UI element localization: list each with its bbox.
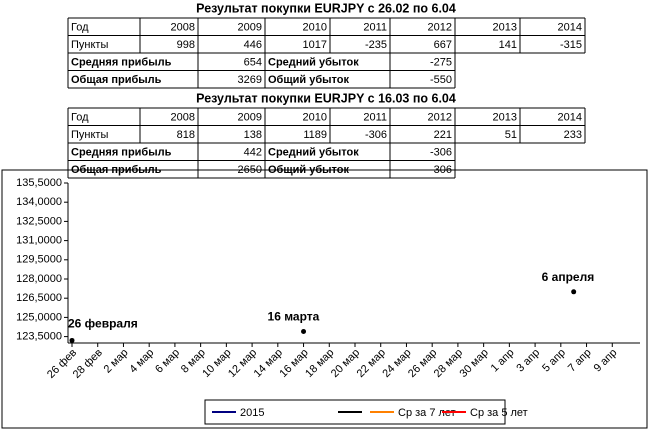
- table-cell: 1017: [303, 39, 327, 51]
- table-cell: -315: [560, 39, 582, 51]
- annotation-point: [301, 328, 307, 334]
- table-cell: 51: [505, 129, 517, 141]
- y-tick-label: 125,0000: [16, 311, 62, 323]
- table-cell: Общая прибыль: [71, 74, 162, 86]
- table-cell: 2011: [363, 112, 387, 124]
- y-tick-label: 132,5000: [16, 215, 62, 227]
- table-cell: 3269: [238, 74, 262, 86]
- table-cell: Средний убыток: [268, 147, 359, 159]
- y-tick-label: 123,5000: [16, 331, 62, 343]
- table-cell: 2650: [238, 164, 262, 176]
- annotation: 26 февраля: [68, 317, 138, 331]
- table-cell: Пункты: [71, 129, 108, 141]
- table-cell: Средний убыток: [268, 57, 359, 69]
- y-tick-label: 126,5000: [16, 292, 62, 304]
- annotation: 16 марта: [268, 310, 320, 324]
- table-cell: Средняя прибыль: [71, 147, 172, 159]
- table-cell: 446: [244, 39, 262, 51]
- table-cell: 221: [434, 129, 452, 141]
- table-cell: 654: [244, 57, 262, 69]
- legend-label: Ср за 7 лет: [398, 407, 456, 419]
- annotation: 6 апреля: [542, 270, 595, 284]
- chart-frame: [1, 169, 648, 429]
- table-cell: 2009: [238, 112, 262, 124]
- table-cell: 998: [177, 39, 195, 51]
- table-cell: 233: [564, 129, 582, 141]
- y-tick-label: 131,0000: [16, 235, 62, 247]
- table-cell: 2012: [428, 22, 452, 34]
- table-title: Результат покупки EURJPY с 26.02 по 6.04: [196, 1, 456, 15]
- table-cell: -550: [430, 74, 452, 86]
- legend-label: 2015: [240, 407, 264, 419]
- table-cell: Общий убыток: [268, 164, 349, 176]
- table-cell: 818: [177, 129, 195, 141]
- table-title: Результат покупки EURJPY с 16.03 по 6.04: [196, 91, 456, 105]
- y-tick-label: 135,5000: [16, 177, 62, 189]
- table-cell: 138: [244, 129, 262, 141]
- table-cell: -306: [430, 164, 452, 176]
- table-cell: Общий убыток: [268, 74, 349, 86]
- table-cell: Год: [71, 22, 89, 34]
- table-cell: 1189: [303, 129, 327, 141]
- table-cell: -275: [430, 57, 452, 69]
- table-cell: 2010: [303, 22, 327, 34]
- table-cell: 2014: [558, 22, 582, 34]
- table-cell: -235: [365, 39, 387, 51]
- table-cell: 141: [499, 39, 517, 51]
- table-cell: 2008: [171, 22, 195, 34]
- y-tick-label: 128,0000: [16, 273, 62, 285]
- annotation-point: [69, 337, 75, 343]
- y-tick-label: 134,0000: [16, 196, 62, 208]
- table-cell: 2011: [363, 22, 387, 34]
- table-cell: 2013: [493, 22, 517, 34]
- annotation-point: [571, 289, 577, 295]
- table-cell: -306: [365, 129, 387, 141]
- table-cell: 2010: [303, 112, 327, 124]
- table-cell: 2009: [238, 22, 262, 34]
- table-cell: Пункты: [71, 39, 108, 51]
- table-cell: 442: [244, 147, 262, 159]
- table-cell: -306: [430, 147, 452, 159]
- table-cell: 667: [434, 39, 452, 51]
- table-cell: Средняя прибыль: [71, 57, 172, 69]
- table-cell: Общая прибыль: [71, 164, 162, 176]
- legend-label: Ср за 5 лет: [470, 407, 528, 419]
- table-cell: 2014: [558, 112, 582, 124]
- y-tick-label: 129,5000: [16, 254, 62, 266]
- table-cell: 2008: [171, 112, 195, 124]
- table-cell: 2012: [428, 112, 452, 124]
- table-cell: Год: [71, 112, 89, 124]
- table-cell: 2013: [493, 112, 517, 124]
